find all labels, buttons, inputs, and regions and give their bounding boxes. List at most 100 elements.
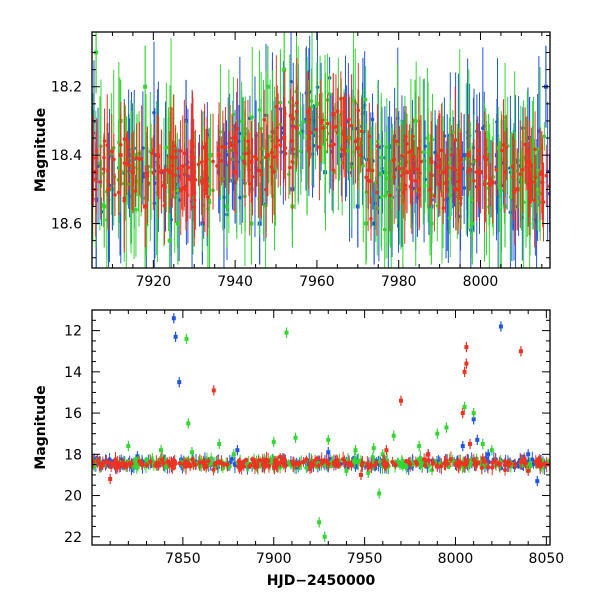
x-tick-label: 7920: [136, 274, 172, 290]
data-point: [532, 198, 537, 203]
data-point: [494, 167, 499, 172]
data-point: [308, 130, 313, 135]
data-point: [358, 472, 363, 477]
data-point: [298, 149, 303, 153]
data-point: [221, 144, 225, 149]
data-point: [527, 461, 532, 466]
data-point: [371, 446, 376, 451]
data-point: [482, 459, 488, 464]
data-point: [152, 110, 156, 115]
data-point: [263, 203, 268, 208]
data-point: [535, 187, 540, 192]
data-point: [429, 159, 434, 164]
data-point: [417, 187, 422, 192]
data-point: [359, 462, 364, 468]
data-point: [464, 361, 469, 366]
data-point: [506, 463, 512, 468]
data-point: [269, 150, 274, 155]
data-point: [184, 187, 189, 192]
data-point: [418, 455, 423, 461]
data-point: [235, 448, 240, 453]
data-point: [225, 462, 230, 467]
data-point: [139, 462, 145, 467]
data-point: [395, 142, 400, 147]
data-point: [265, 84, 270, 89]
data-point: [250, 115, 255, 119]
x-tick-label: 7900: [256, 551, 292, 567]
data-point: [485, 464, 491, 470]
data-point: [316, 463, 321, 468]
data-point: [265, 153, 270, 158]
data-point: [542, 134, 547, 139]
data-point: [400, 173, 404, 178]
data-point: [326, 461, 331, 467]
data-point: [431, 460, 436, 465]
data-point: [429, 467, 435, 473]
data-point: [290, 459, 295, 465]
data-point: [188, 177, 192, 182]
data-point: [503, 170, 508, 175]
data-point: [196, 162, 201, 167]
data-point: [480, 456, 485, 461]
data-point: [415, 167, 420, 172]
series-2-key-points: [94, 73, 544, 248]
data-point: [413, 179, 418, 183]
data-point: [117, 461, 122, 466]
data-point: [231, 452, 236, 457]
data-point: [253, 462, 258, 467]
data-point: [204, 463, 209, 469]
data-point: [370, 168, 375, 173]
data-point: [355, 204, 360, 209]
data-point: [453, 187, 458, 192]
data-point: [453, 138, 457, 143]
data-point: [423, 458, 429, 463]
data-point: [476, 460, 481, 465]
data-point: [363, 97, 368, 102]
data-point: [205, 157, 209, 162]
data-point: [375, 190, 379, 195]
data-point: [118, 153, 123, 158]
data-point: [391, 433, 396, 438]
data-point: [453, 461, 458, 466]
data-point: [317, 520, 322, 525]
data-point: [395, 459, 401, 465]
data-point: [470, 221, 475, 226]
data-point: [148, 459, 153, 464]
data-point: [217, 441, 222, 446]
data-point: [539, 170, 544, 175]
data-point: [257, 108, 262, 112]
data-point: [404, 170, 409, 175]
data-point: [247, 167, 251, 172]
data-point: [520, 167, 525, 172]
data-point: [159, 448, 164, 453]
data-point: [116, 190, 121, 195]
data-point: [435, 154, 439, 158]
data-point: [372, 221, 377, 226]
data-point: [381, 462, 387, 467]
data-point: [462, 369, 467, 374]
data-point: [500, 148, 504, 153]
data-point: [247, 463, 252, 469]
data-point: [191, 144, 195, 148]
data-point: [526, 468, 531, 473]
data-point: [241, 136, 246, 141]
data-point: [358, 458, 363, 463]
data-point: [143, 84, 148, 89]
data-point: [239, 155, 244, 160]
data-point: [471, 411, 476, 416]
data-point: [190, 457, 195, 462]
data-point: [519, 187, 524, 192]
data-point: [122, 199, 127, 203]
data-point: [182, 151, 187, 156]
data-point: [122, 137, 127, 141]
data-point: [282, 67, 287, 72]
data-point: [97, 461, 102, 466]
data-point: [94, 170, 99, 175]
data-point: [409, 148, 414, 153]
data-point: [462, 153, 467, 158]
data-point: [388, 193, 392, 198]
plot-frame: [91, 309, 551, 546]
data-point: [498, 324, 503, 329]
plot-frame: [91, 31, 551, 269]
data-point: [278, 100, 283, 105]
